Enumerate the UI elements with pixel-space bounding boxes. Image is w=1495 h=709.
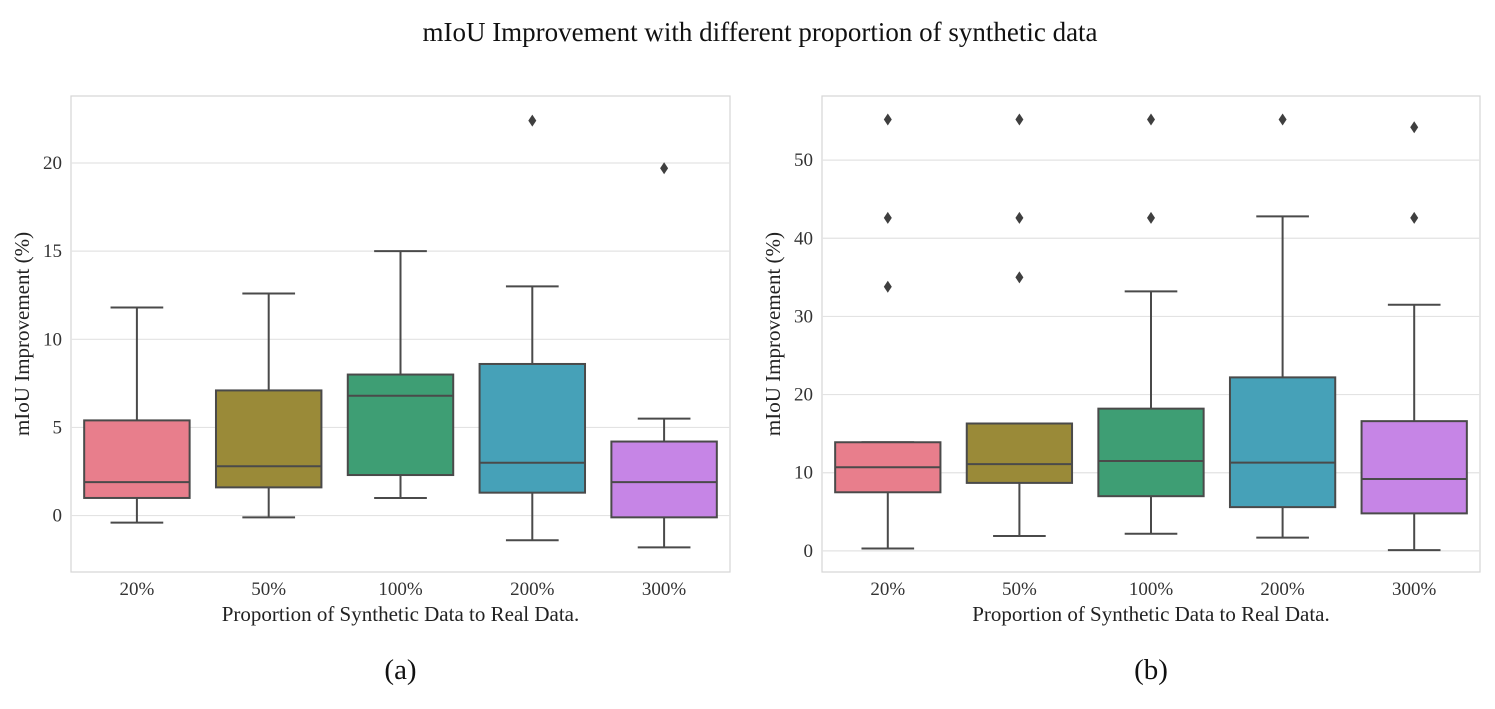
outlier-point	[660, 162, 669, 175]
panel-b-y-tick-label: 10	[794, 463, 813, 484]
panel-b-x-axis: 20% 50% 100% 200% 300%	[870, 579, 1436, 600]
iqr-box	[1097, 407, 1205, 498]
outlier-point	[1015, 113, 1024, 126]
panel-a-box-3	[346, 250, 455, 499]
panel-b-x-tick-label: 20%	[870, 579, 905, 600]
figure-title: mIoU Improvement with different proporti…	[422, 17, 1097, 47]
panel-a-y-tick-label: 0	[53, 506, 63, 527]
iqr-box	[1360, 420, 1468, 515]
panel-a-x-tick-label: 300%	[642, 579, 687, 600]
panel-a-boxes	[83, 114, 718, 549]
panel-a-x-axis-label: Proportion of Synthetic Data to Real Dat…	[222, 602, 580, 626]
iqr-box	[610, 440, 718, 519]
panel-a-box-2	[214, 292, 323, 519]
panel-a-x-tick-label: 100%	[378, 579, 423, 600]
panel-a-x-axis: 20% 50% 100% 200% 300%	[119, 579, 686, 600]
panel-b-x-tick-label: 300%	[1392, 579, 1437, 600]
panel-b-box-4	[1228, 113, 1337, 539]
outlier-point	[1410, 211, 1419, 224]
outlier-point	[883, 211, 892, 224]
panel-a-y-axis: 0 5 10 15 20	[43, 153, 62, 527]
panel-b-boxes	[834, 113, 1468, 552]
panel-a: 0 5 10 15 20 20% 50% 100% 200% 300% mIoU Improve…	[10, 95, 731, 686]
panel-a-x-tick-label: 200%	[510, 579, 555, 600]
panel-a-y-tick-label: 10	[43, 329, 62, 350]
iqr-box	[346, 373, 455, 477]
outlier-point	[1410, 121, 1419, 134]
outlier-point	[883, 280, 892, 293]
panel-b-box-3	[1097, 113, 1205, 535]
panel-a-x-tick-label: 20%	[119, 579, 154, 600]
panel-a-x-tick-label: 50%	[251, 579, 286, 600]
outlier-point	[528, 114, 537, 127]
panel-a-box-5	[610, 162, 718, 549]
iqr-box	[214, 389, 323, 489]
panel-a-y-tick-label: 15	[43, 241, 62, 262]
panel-b-y-axis-label: mIoU Improvement (%)	[761, 232, 785, 436]
panel-b-box-1	[834, 113, 942, 550]
panel-a-box-4	[478, 114, 587, 542]
panel-a-y-tick-label: 20	[43, 153, 62, 174]
panel-b-box-5	[1360, 121, 1468, 552]
panel-b-y-tick-label: 20	[794, 385, 813, 406]
panel-a-box-1	[83, 306, 191, 524]
panel-b-y-tick-label: 50	[794, 150, 813, 171]
iqr-box	[1228, 376, 1337, 509]
outlier-point	[1278, 113, 1287, 126]
outlier-point	[1015, 271, 1024, 284]
panel-b-x-tick-label: 50%	[1002, 579, 1037, 600]
panel-b-x-tick-label: 200%	[1260, 579, 1305, 600]
panel-b: 0 10 20 30 40 50 20% 50% 100% 200% 300% mIoU Impr…	[761, 95, 1481, 686]
panel-a-y-tick-label: 5	[53, 417, 63, 438]
panel-b-y-tick-label: 40	[794, 228, 813, 249]
iqr-box	[83, 419, 191, 499]
outlier-point	[1015, 211, 1024, 224]
panel-a-y-axis-label: mIoU Improvement (%)	[10, 232, 34, 436]
panel-a-caption: (a)	[384, 654, 416, 686]
panel-b-x-tick-label: 100%	[1129, 579, 1174, 600]
panel-b-x-axis-label: Proportion of Synthetic Data to Real Dat…	[972, 602, 1330, 626]
panel-b-box-2	[965, 113, 1074, 538]
iqr-box	[478, 362, 587, 494]
panel-b-y-tick-label: 30	[794, 306, 813, 327]
outlier-point	[1147, 211, 1155, 224]
outlier-point	[1147, 113, 1155, 126]
outlier-point	[883, 113, 892, 126]
panel-b-y-tick-label: 0	[804, 541, 814, 562]
iqr-box	[965, 422, 1074, 484]
panel-b-y-axis: 0 10 20 30 40 50	[794, 150, 813, 562]
panel-b-caption: (b)	[1134, 654, 1168, 686]
